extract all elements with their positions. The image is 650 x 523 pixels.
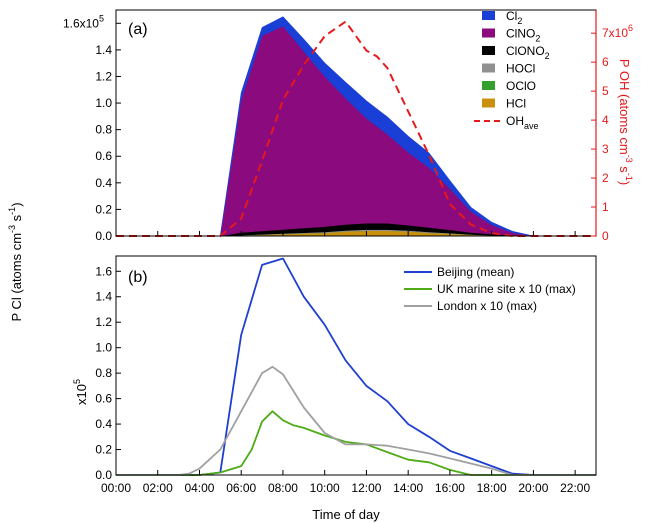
legend-label-base: OH — [506, 114, 524, 128]
y-right-tick-label: 1 — [602, 200, 609, 214]
y-tick-label-a: 0.0 — [95, 229, 112, 243]
legend-label-sub: 2 — [517, 16, 522, 26]
y-tick-label-a: 0.6 — [95, 149, 112, 163]
y-right-tick-label: 6 — [602, 55, 609, 69]
panel-a-left-axis: 0.0 0.2 0.4 0.6 0.8 1.0 1.2 1.4 1.6x105 — [63, 13, 121, 243]
x-tick-label: 04:00 — [184, 481, 214, 495]
x-tick-label: 08:00 — [268, 481, 298, 495]
y-tick-label-b: 0.2 — [95, 443, 112, 457]
y-tick-label-b: 0.8 — [95, 366, 112, 380]
legend-label-b: Beijing (mean) — [437, 265, 514, 279]
legend-label: ClNO2 — [506, 27, 540, 44]
y-tick-label-a: 1.6x105 — [63, 13, 104, 30]
legend-label-base: ClONO — [506, 44, 545, 58]
x-tick-label: 22:00 — [560, 481, 590, 495]
legend-label-base: HOCl — [506, 62, 535, 76]
y-right-tick-label: 5 — [602, 84, 609, 98]
x-axis-label: Time of day — [312, 507, 380, 522]
panel-a-stacked-areas — [116, 16, 596, 237]
legend-label-b: London x 10 (max) — [437, 299, 537, 313]
x-tick-label: 00:00 — [101, 481, 131, 495]
y-tick-label-a: 0.8 — [95, 123, 112, 137]
legend-swatch — [482, 63, 495, 73]
y-tick-label-b: 1.4 — [95, 290, 112, 304]
y-right-tick-label: 0 — [602, 229, 609, 243]
x-tick-label: 12:00 — [351, 481, 381, 495]
legend-swatch — [482, 28, 495, 38]
y-right-tick-label: 4 — [602, 113, 609, 127]
y-tick-exponent-a: 5 — [99, 13, 104, 23]
x-tick-label: 10:00 — [310, 481, 340, 495]
legend-label: HOCl — [506, 62, 535, 76]
panel-a-label: (a) — [128, 21, 148, 38]
x-tick-label: 06:00 — [226, 481, 256, 495]
legend-label-base: HCl — [506, 97, 526, 111]
x-tick-label: 02:00 — [143, 481, 173, 495]
y-right-tick-label: 7x106 — [602, 23, 633, 40]
y-tick-label-b: 1.2 — [95, 315, 112, 329]
y-tick-label-b: 0.4 — [95, 417, 112, 431]
y-tick-label-b: 1.6 — [95, 264, 112, 278]
panel-b-frame — [115, 255, 597, 476]
y-tick-label-a: 1.4 — [95, 43, 112, 57]
x-tick-label: 16:00 — [435, 481, 465, 495]
svg-text:P Cl (atoms cm-3 s-1): P Cl (atoms cm-3 s-1) — [7, 202, 24, 321]
legend-swatch — [482, 81, 495, 90]
panel-a: 0.00.20.40.60.81.01.21.41.6x105 01234567… — [63, 9, 634, 243]
panel-b-left-axis: 0.0 0.2 0.4 0.6 0.8 1.0 1.2 1.4 1.6 — [95, 264, 121, 482]
legend-label-sub: ave — [524, 121, 539, 131]
panel-b-label: (b) — [128, 269, 148, 286]
legend-swatch — [482, 98, 495, 108]
legend-label-sub: 2 — [545, 51, 550, 61]
panel-b: 0.0 0.2 0.4 0.6 0.8 1.0 1.2 1.4 1.6 00:00 02:00 04… — [72, 231, 597, 495]
legend-label-base: ClNO — [506, 27, 535, 41]
right-axis-label: P OH (atoms cm-3 s-1) — [617, 59, 634, 185]
legend-label: HCl — [506, 97, 526, 111]
line-london — [116, 365, 596, 476]
y-tick-label-a: 1.2 — [95, 69, 112, 83]
x-axis-ticks: 00:00 02:00 04:00 06:00 08:00 10:00 12:00 14:00… — [101, 231, 590, 495]
x-tick-label: 18:00 — [477, 481, 507, 495]
legend-label: OClO — [506, 79, 536, 93]
x-tick-label: 14:00 — [393, 481, 423, 495]
y-tick-label-a: 0.4 — [95, 176, 112, 190]
y-tick-label-b: 0.6 — [95, 392, 112, 406]
x-tick-label: 20:00 — [518, 481, 548, 495]
y-tick-label-b: 1.0 — [95, 341, 112, 355]
y-right-tick-exponent: 6 — [628, 23, 633, 33]
area-cl2 — [116, 16, 596, 237]
left-axis-label: P Cl (atoms cm-3 s-1) — [7, 202, 24, 321]
y-right-tick-label: 2 — [602, 171, 609, 185]
legend-swatch — [482, 46, 495, 55]
y-right-tick-label: 3 — [602, 142, 609, 156]
panel-b-multiplier: x105 — [72, 379, 89, 405]
line-uk — [116, 410, 596, 476]
legend-label-base: OClO — [506, 79, 536, 93]
legend-swatch — [482, 11, 495, 20]
legend-label-b: UK marine site x 10 (max) — [437, 282, 576, 296]
y-tick-label-a: 0.2 — [95, 202, 112, 216]
panel-b-legend: Beijing (mean) UK marine site x 10 (max) L… — [404, 265, 576, 313]
svg-text:P OH (atoms cm-3 s-1): P OH (atoms cm-3 s-1) — [617, 59, 634, 185]
legend-label: Cl2 — [506, 9, 522, 26]
svg-text:x105: x105 — [72, 379, 89, 405]
legend-label-sub: 2 — [535, 34, 540, 44]
y-tick-label-b: 0.0 — [95, 468, 112, 482]
legend-label-base: Cl — [506, 9, 517, 23]
y-tick-label-a: 1.0 — [95, 96, 112, 110]
legend-label: ClONO2 — [506, 44, 550, 61]
legend-label: OHave — [506, 114, 539, 131]
